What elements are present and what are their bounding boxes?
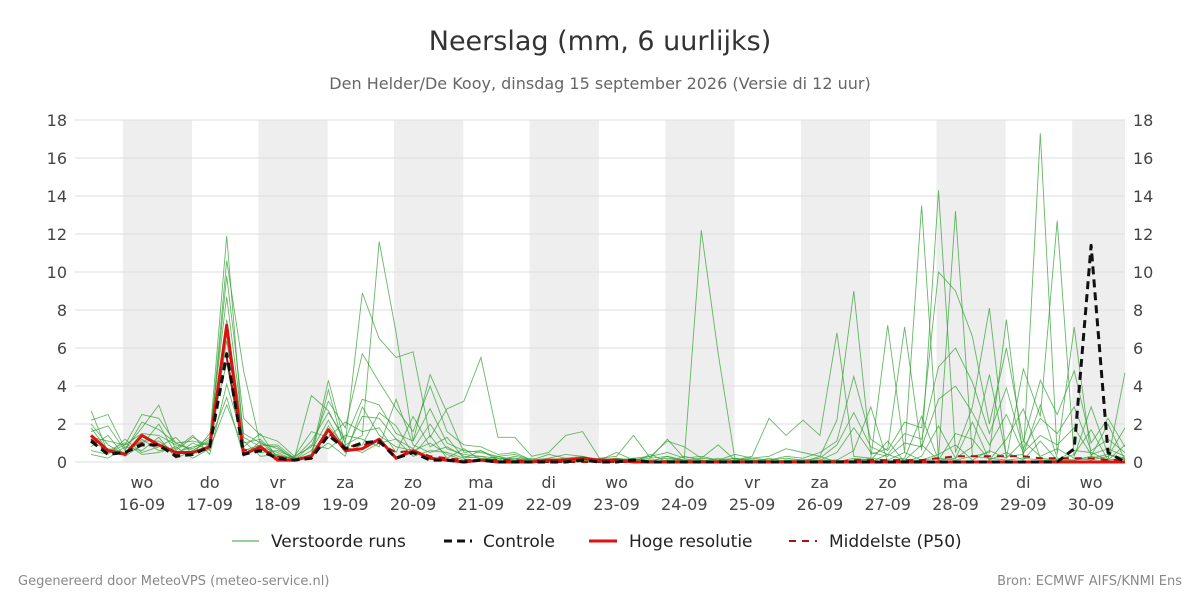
x-tick-date-17-09: 17-09 [186,495,233,514]
x-tick-weekday-17-09: do [200,473,220,492]
x-tick-weekday-19-09: za [336,473,354,492]
y-axis-left: 0 2 4 6 8 10 12 14 16 18 [47,111,67,472]
legend-label-controle: Controle [483,532,555,552]
y-tick-right-14: 14 [1133,187,1153,206]
x-tick-weekday-27-09: zo [879,473,897,492]
y-tick-left-14: 14 [47,187,67,206]
x-tick-date-26-09: 26-09 [797,495,844,514]
x-tick-date-21-09: 21-09 [458,495,505,514]
y-tick-left-18: 18 [47,111,67,130]
x-tick-weekday-28-09: ma [943,473,968,492]
y-tick-right-12: 12 [1133,225,1153,244]
x-tick-date-27-09: 27-09 [864,495,911,514]
x-tick-weekday-25-09: vr [744,473,760,492]
footer-source: Bron: ECMWF AIFS/KNMI Ens [997,574,1182,589]
series-controle [90,243,1126,464]
y-tick-left-2: 2 [57,415,67,434]
chart-subtitle: Den Helder/De Kooy, dinsdag 15 september… [329,74,870,93]
legend-label-hoge-resolutie: Hoge resolutie [629,532,753,552]
y-tick-right-6: 6 [1133,339,1143,358]
x-tick-weekday-26-09: za [811,473,829,492]
y-tick-right-4: 4 [1133,377,1143,396]
x-tick-weekday-20-09: zo [404,473,422,492]
x-tick-weekday-30-09: wo [1080,473,1103,492]
x-tick-weekday-16-09: wo [130,473,153,492]
y-tick-right-8: 8 [1133,301,1143,320]
x-tick-date-23-09: 23-09 [593,495,640,514]
x-tick-date-19-09: 19-09 [322,495,369,514]
legend-label-middelste: Middelste (P50) [829,532,962,552]
y-tick-left-8: 8 [57,301,67,320]
legend-label-ensemble: Verstoorde runs [271,532,406,552]
y-tick-right-0: 0 [1133,453,1143,472]
x-tick-date-24-09: 24-09 [661,495,708,514]
x-tick-weekday-29-09: di [1016,473,1031,492]
y-tick-right-2: 2 [1133,415,1143,434]
x-tick-date-25-09: 25-09 [729,495,776,514]
night-band-2 [394,120,464,462]
x-tick-date-16-09: 16-09 [119,495,166,514]
night-band-6 [936,120,1006,462]
night-band-1 [258,120,328,462]
x-tick-weekday-23-09: wo [605,473,628,492]
main-series-lines [90,243,1126,464]
footer-generated-by: Gegenereerd door MeteoVPS (meteo-service… [18,574,329,589]
night-band-0 [122,120,193,462]
series-hoge-resolutie [90,323,1125,464]
x-tick-date-29-09: 29-09 [1000,495,1047,514]
ensemble-member-0 [90,133,1126,461]
y-tick-left-12: 12 [47,225,67,244]
y-tick-left-4: 4 [57,377,67,396]
y-tick-right-16: 16 [1133,149,1153,168]
x-tick-date-20-09: 20-09 [390,495,437,514]
y-tick-right-18: 18 [1133,111,1153,130]
y-axis-right: 0 2 4 6 8 10 12 14 16 18 [1133,111,1153,472]
night-band-4 [665,120,735,462]
x-tick-date-18-09: 18-09 [254,495,301,514]
y-tick-left-16: 16 [47,149,67,168]
x-tick-date-22-09: 22-09 [525,495,572,514]
night-band-7 [1072,120,1125,462]
chart-title: Neerslag (mm, 6 uurlijks) [429,26,771,57]
x-axis: wo 16-09 do 17-09 vr 18-09 za 19-09 zo 20-09 ma 21-… [119,473,1115,514]
y-tick-right-10: 10 [1133,263,1153,282]
y-tick-left-0: 0 [57,453,67,472]
night-band-3 [529,120,599,462]
y-tick-left-6: 6 [57,339,67,358]
night-bands [122,120,1125,462]
x-tick-date-30-09: 30-09 [1068,495,1115,514]
night-band-5 [800,120,871,462]
x-tick-weekday-21-09: ma [468,473,493,492]
grid-lines [75,119,1125,463]
legend: Verstoorde runs Controle Hoge resolutie … [232,532,962,552]
x-tick-weekday-24-09: do [674,473,694,492]
x-tick-weekday-22-09: di [541,473,556,492]
y-tick-left-10: 10 [47,263,67,282]
x-tick-date-28-09: 28-09 [932,495,979,514]
x-tick-weekday-18-09: vr [269,473,285,492]
